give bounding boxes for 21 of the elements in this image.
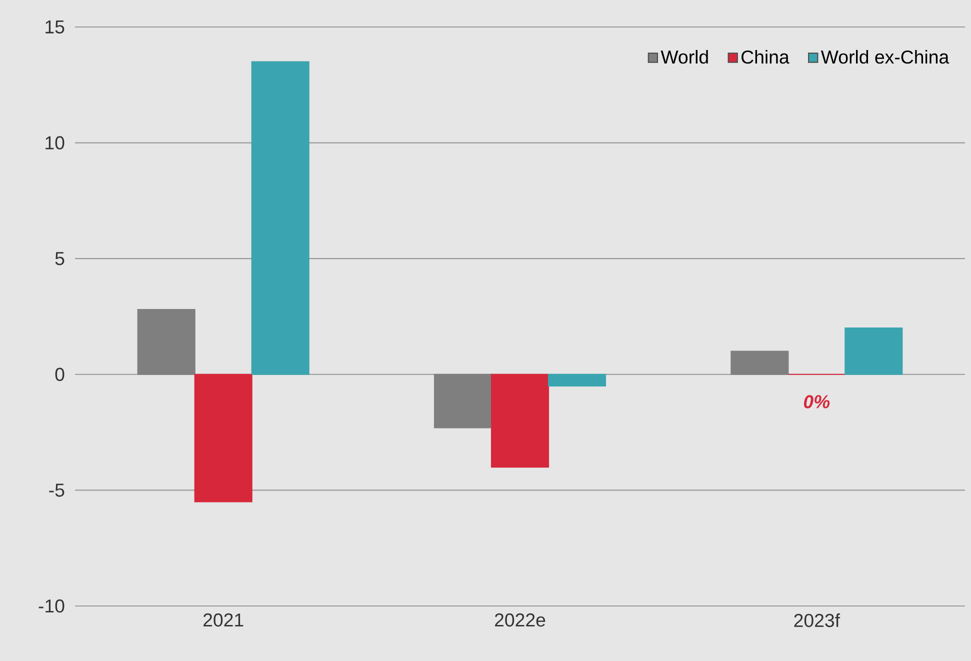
bar <box>490 374 550 468</box>
y-tick-label: 10 <box>46 136 64 150</box>
y-tick-label: 5 <box>55 252 64 266</box>
y-tick-label: 0 <box>55 368 64 382</box>
bar <box>844 328 903 375</box>
legend-label: China <box>742 50 790 64</box>
bar <box>194 374 252 502</box>
y-tick-label: -10 <box>38 599 64 613</box>
y-tick-label: -5 <box>49 484 64 497</box>
bar <box>434 374 492 428</box>
y-tick-label: 15 <box>46 20 64 34</box>
bar <box>137 309 196 375</box>
bar <box>251 61 310 375</box>
legend-label: World <box>660 50 708 64</box>
bar <box>548 374 606 387</box>
x-tick-label: 2021 <box>204 613 244 627</box>
x-tick-label: 2023f <box>794 613 840 628</box>
bar <box>730 350 789 375</box>
annotation: 0% <box>804 395 830 408</box>
legend-label: World ex-China <box>820 50 950 64</box>
x-tick-label: 2022e <box>494 613 546 627</box>
